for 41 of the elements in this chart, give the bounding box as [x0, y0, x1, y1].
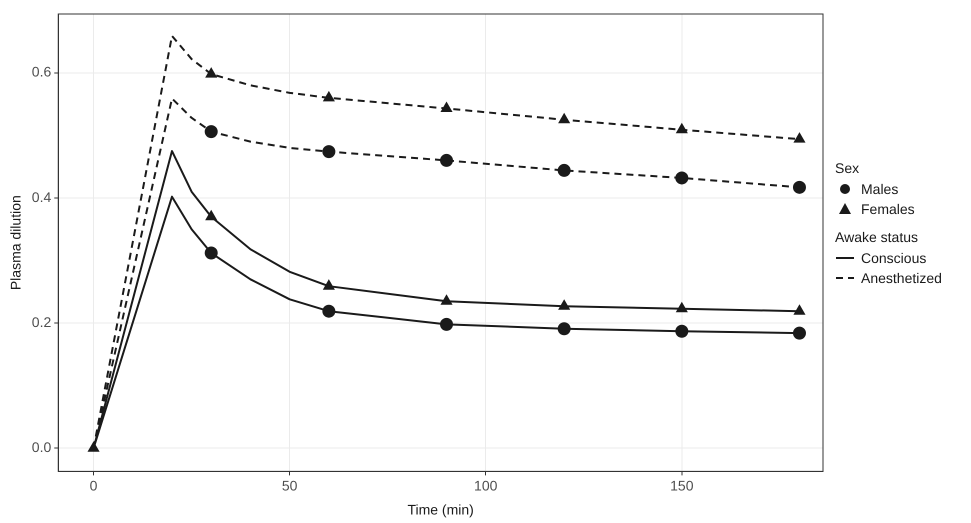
point [676, 302, 688, 312]
point [204, 246, 218, 260]
legend-label: Conscious [861, 250, 926, 266]
x-tick-label: 150 [670, 478, 694, 494]
point [558, 164, 571, 177]
point [676, 123, 688, 134]
y-axis-title: Plasma dilution [7, 195, 24, 290]
x-tick-label: 50 [282, 478, 298, 494]
y-tick-label: 0.2 [32, 314, 52, 330]
legend-label: Females [861, 201, 915, 217]
x-axis-title: Time (min) [407, 501, 474, 518]
y-tick-label: 0.6 [32, 64, 52, 80]
point [440, 154, 454, 167]
legend-title: Sex [835, 160, 860, 176]
y-tick-label: 0.4 [32, 188, 52, 205]
legend-label: Anesthetized [861, 270, 942, 286]
x-tick-label: 0 [90, 478, 98, 494]
point [323, 91, 335, 102]
point [206, 68, 217, 78]
point [88, 442, 100, 452]
point [440, 294, 452, 305]
point [792, 326, 806, 340]
point [558, 322, 571, 336]
point [206, 210, 217, 220]
point [792, 180, 806, 194]
point [558, 113, 570, 124]
point [204, 125, 218, 138]
point [558, 300, 570, 310]
point [322, 145, 336, 158]
text: Awake status [835, 229, 920, 245]
point [675, 171, 688, 184]
point [794, 132, 806, 143]
x-tick-label: 100 [474, 478, 498, 494]
point [440, 318, 454, 331]
point [440, 102, 452, 112]
point [323, 280, 335, 290]
point [794, 304, 806, 315]
legend-label: Males [861, 181, 898, 197]
point [675, 324, 688, 338]
point [322, 304, 336, 318]
y-tick-label: 0.0 [32, 439, 52, 456]
